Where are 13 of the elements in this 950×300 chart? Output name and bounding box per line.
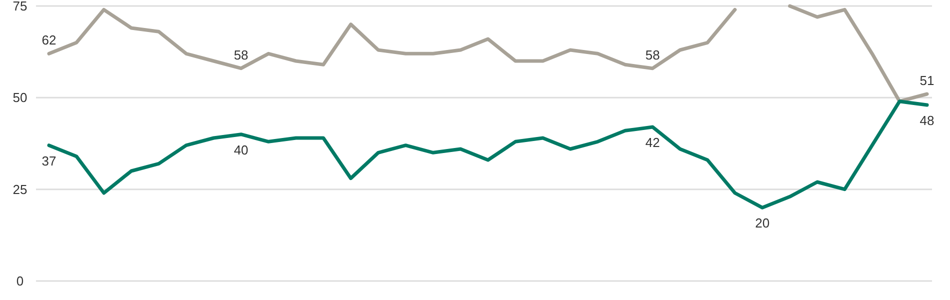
y-tick-label: 75	[12, 0, 28, 14]
data-label: 20	[755, 216, 770, 231]
y-tick-label: 50	[12, 90, 28, 106]
data-label: 62	[42, 32, 56, 48]
y-tick-label: 25	[12, 182, 28, 197]
y-tick-label: 0	[16, 274, 24, 288]
data-label: 48	[920, 113, 934, 128]
data-label: 37	[42, 153, 56, 168]
data-label: 42	[645, 135, 660, 150]
data-label: 40	[234, 142, 248, 158]
data-label: 58	[645, 47, 660, 62]
data-label: 58	[234, 47, 248, 62]
data-label: 51	[920, 73, 934, 88]
